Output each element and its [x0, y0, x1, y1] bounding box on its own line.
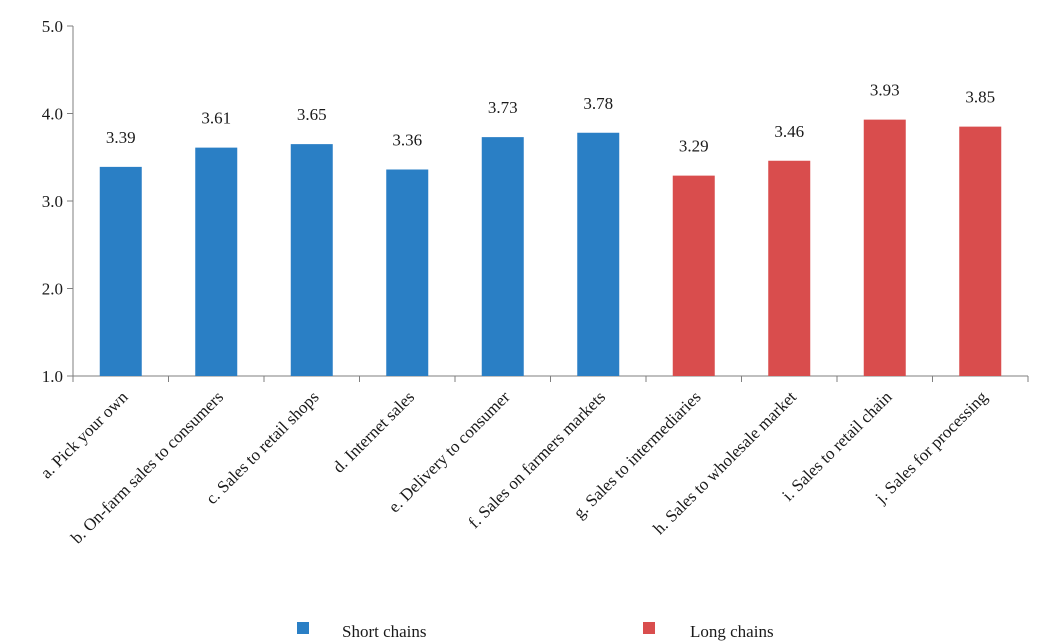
data-label: 3.39 [106, 128, 136, 147]
data-labels: 3.39 3.61 3.65 3.36 3.73 3.78 3.29 3.46 3.93 3.85 [106, 81, 995, 156]
data-label: 3.78 [583, 94, 613, 113]
y-tick-label: 4.0 [42, 105, 63, 124]
bar-short [386, 169, 429, 376]
data-label: 3.61 [201, 109, 231, 128]
data-label: 3.65 [297, 105, 327, 124]
bar-short [577, 132, 620, 376]
category-label: d. Internet sales [329, 387, 418, 476]
legend-swatch-long [643, 622, 655, 634]
bar-short [481, 137, 524, 376]
legend: Short chains Long chains [297, 622, 774, 641]
data-label: 3.85 [965, 88, 995, 107]
data-label: 3.36 [392, 131, 422, 150]
y-tick-label: 2.0 [42, 280, 63, 299]
bar-short [195, 147, 238, 376]
bar-long [863, 119, 906, 376]
y-tick-label: 3.0 [42, 192, 63, 211]
legend-swatch-short [297, 622, 309, 634]
bar-short [290, 144, 333, 376]
y-tick-label: 5.0 [42, 17, 63, 36]
data-label: 3.93 [870, 81, 900, 100]
legend-label-long: Long chains [690, 622, 774, 641]
bar-long [672, 175, 715, 376]
category-label: b. On-farm sales to consumers [67, 387, 227, 547]
data-label: 3.46 [774, 122, 804, 141]
category-label: a. Pick your own [37, 387, 132, 482]
y-tick-label: 1.0 [42, 367, 63, 386]
legend-label-short: Short chains [342, 622, 427, 641]
bar-long [768, 160, 811, 376]
bars [99, 119, 1002, 376]
bar-short [99, 166, 142, 376]
data-label: 3.29 [679, 137, 709, 156]
bar-long [959, 126, 1002, 376]
data-label: 3.73 [488, 98, 518, 117]
